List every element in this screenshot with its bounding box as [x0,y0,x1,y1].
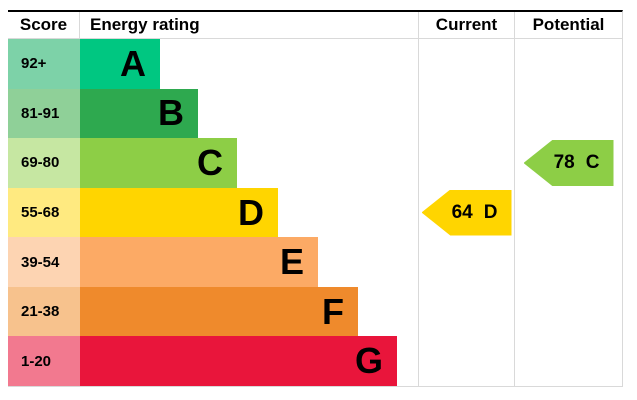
band-bar: D [80,187,278,238]
potential-cell [515,89,622,139]
bar-area: C [80,138,419,188]
band-row-g: 1-20 G [8,336,622,387]
potential-cell: 78 C [515,138,622,188]
epc-rating-chart: Score Energy rating Current Potential 92… [8,10,623,387]
band-row-d: 55-68 D 64 D [8,187,622,238]
header-potential: Potential [532,15,605,34]
potential-rating-arrow: 78 C [523,139,614,186]
current-cell [419,336,515,387]
current-cell [419,88,515,139]
band-row-a: 92+ A [8,39,622,89]
band-bar: B [80,88,198,139]
score-label: 39-54 [8,237,80,287]
band-bar: F [80,286,358,337]
band-row-c: 69-80 C 78 C [8,138,622,188]
potential-rating-arrow-value: 78 [553,151,575,173]
band-row-f: 21-38 F [8,286,622,337]
current-cell [419,39,515,89]
score-label: 55-68 [8,187,80,238]
current-rating-arrow-letter: D [483,201,498,223]
band-letter: G [354,340,383,382]
band-row-e: 39-54 E [8,237,622,287]
current-rating-arrow: 64 D [421,189,512,236]
header-score: Score [8,12,80,38]
potential-cell [515,336,622,386]
bar-area: A [80,39,419,89]
potential-cell [515,39,622,89]
potential-cell [515,188,622,238]
band-bar: A [80,39,160,89]
current-cell: 64 D [419,187,515,238]
score-label: 92+ [8,39,80,89]
score-label: 1-20 [8,336,80,387]
current-rating-arrow-value: 64 [451,201,473,223]
score-label: 69-80 [8,138,80,188]
current-cell [419,286,515,337]
band-bar: C [80,138,237,188]
band-letter: B [158,92,184,134]
current-cell [419,237,515,287]
header-energy-rating: Energy rating [80,12,419,38]
bar-area: F [80,286,419,337]
band-letter: A [120,42,146,84]
band-letter: C [197,141,223,183]
band-letter: E [279,241,304,283]
bar-area: D [80,187,419,238]
score-label: 21-38 [8,286,80,337]
bar-area: B [80,88,419,139]
band-rows: 92+ A 81-91 B 69-80 C 78 C 55-68 [8,39,622,387]
header-current: Current [419,12,515,38]
current-cell [419,138,515,188]
potential-cell [515,237,622,287]
potential-rating-arrow-letter: C [585,151,600,173]
band-row-b: 81-91 B [8,88,622,139]
band-bar: E [80,237,318,287]
band-letter: D [238,191,264,233]
potential-cell [515,287,622,337]
bar-area: G [80,336,419,387]
bar-area: E [80,237,419,287]
band-letter: F [322,290,344,332]
score-label: 81-91 [8,88,80,139]
band-bar: G [80,336,397,387]
table-header: Score Energy rating Current Potential [8,12,622,39]
